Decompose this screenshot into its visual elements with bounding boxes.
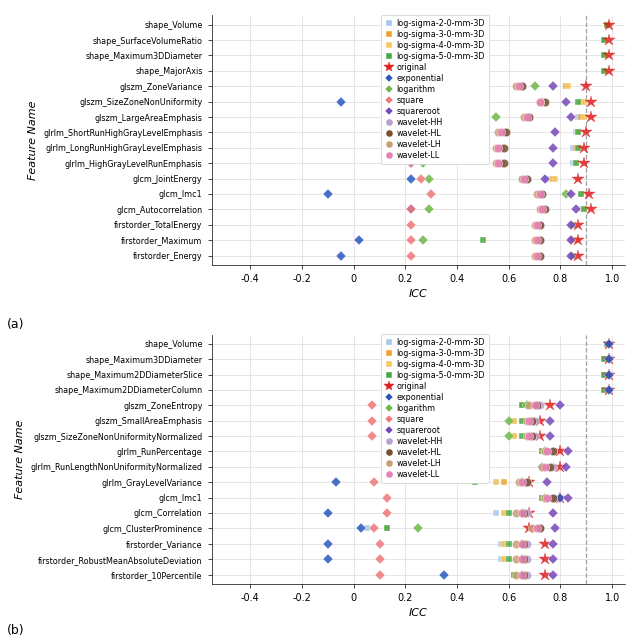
Y-axis label: Feature Name: Feature Name [15, 419, 25, 499]
Text: (a): (a) [6, 318, 24, 331]
X-axis label: ICC: ICC [409, 608, 428, 619]
X-axis label: ICC: ICC [409, 289, 428, 299]
Text: (b): (b) [6, 624, 24, 637]
Y-axis label: Feature Name: Feature Name [28, 100, 38, 180]
Legend: log-sigma-2-0-mm-3D, log-sigma-3-0-mm-3D, log-sigma-4-0-mm-3D, log-sigma-5-0-mm-: log-sigma-2-0-mm-3D, log-sigma-3-0-mm-3D… [381, 15, 489, 164]
Legend: log-sigma-2-0-mm-3D, log-sigma-3-0-mm-3D, log-sigma-4-0-mm-3D, log-sigma-5-0-mm-: log-sigma-2-0-mm-3D, log-sigma-3-0-mm-3D… [381, 334, 489, 483]
